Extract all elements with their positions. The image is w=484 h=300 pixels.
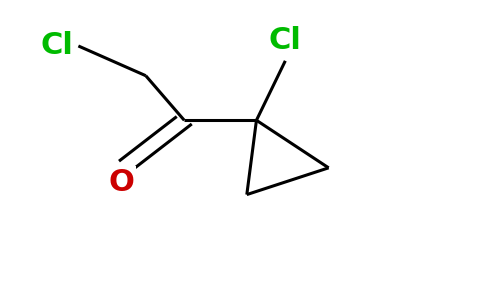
Text: Cl: Cl: [41, 32, 74, 61]
Text: Cl: Cl: [269, 26, 302, 55]
Text: O: O: [109, 168, 135, 197]
